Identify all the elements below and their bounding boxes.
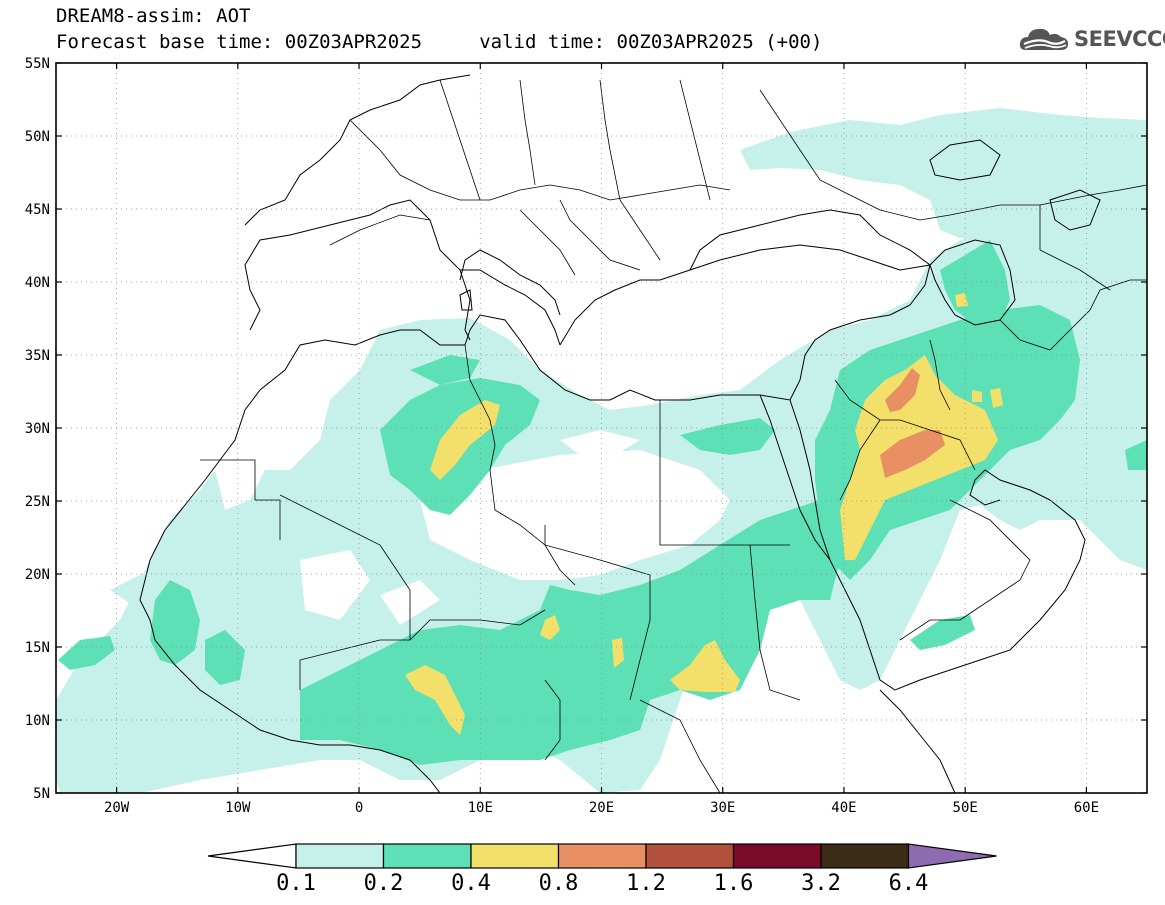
lon-label: 20W	[104, 800, 130, 816]
colorbar-over-arrow	[907, 843, 997, 869]
lat-label: 50N	[25, 129, 50, 145]
aot-shading	[56, 108, 1147, 793]
colorbar-swatch	[820, 843, 910, 869]
lat-label: 20N	[25, 567, 50, 583]
seevccc-logo: SEEVCCC	[1018, 24, 1165, 54]
lon-label: 40E	[831, 800, 856, 816]
colorbar-swatch	[557, 843, 647, 869]
colorbar-label: 0.4	[451, 871, 491, 896]
colorbar-swatch	[645, 843, 735, 869]
cloud-icon	[1019, 28, 1068, 50]
lat-axis: 55N 50N 45N 40N 35N 30N 25N 20N 15N 10N 5N	[25, 56, 50, 802]
lat-label: 30N	[25, 421, 50, 437]
axis-ticks	[56, 62, 1147, 794]
colorbar-under-arrow	[207, 843, 297, 869]
lat-label: 5N	[33, 786, 50, 802]
colorbar-swatch	[382, 843, 472, 869]
map-grid	[56, 63, 1147, 793]
lat-label: 45N	[25, 202, 50, 218]
forecast-time-info: Forecast base time: 00Z03APR2025 valid t…	[56, 31, 823, 53]
lat-label: 25N	[25, 494, 50, 510]
colorbar-label: 0.1	[276, 871, 316, 896]
map-title: DREAM8-assim: AOT	[56, 5, 251, 27]
colorbar-swatch	[732, 843, 822, 869]
colorbar-label: 6.4	[889, 871, 929, 896]
lon-label: 60E	[1074, 800, 1099, 816]
lon-label: 10W	[225, 800, 251, 816]
lon-label: 0	[355, 800, 363, 816]
lat-label: 15N	[25, 640, 50, 656]
lat-label: 10N	[25, 713, 50, 729]
colorbar-label: 1.2	[626, 871, 666, 896]
colorbar-swatch	[295, 843, 385, 869]
lon-axis: 20W 10W 0 10E 20E 30E 40E 50E 60E	[104, 800, 1099, 816]
lat-label: 55N	[25, 56, 50, 72]
colorbar-label: 3.2	[801, 871, 841, 896]
colorbar-legend: 0.1 0.2 0.4 0.8 1.2 1.6 3.2 6.4	[207, 843, 997, 896]
colorbar-label: 0.2	[364, 871, 404, 896]
coastlines	[139, 74, 1101, 794]
lon-label: 20E	[589, 800, 614, 816]
lon-label: 10E	[468, 800, 493, 816]
country-borders	[200, 79, 1148, 794]
lon-label: 50E	[953, 800, 978, 816]
colorbar-label: 0.8	[539, 871, 579, 896]
lat-label: 35N	[25, 348, 50, 364]
aot-map: 55N 50N 45N 40N 35N 30N 25N 20N 15N 10N 5N 20W 10W 0…	[25, 56, 1148, 816]
lon-label: 30E	[710, 800, 735, 816]
logo-text: SEEVCCC	[1074, 27, 1165, 51]
colorbar-swatch	[470, 843, 560, 869]
colorbar-label: 1.6	[714, 871, 754, 896]
lat-label: 40N	[25, 275, 50, 291]
